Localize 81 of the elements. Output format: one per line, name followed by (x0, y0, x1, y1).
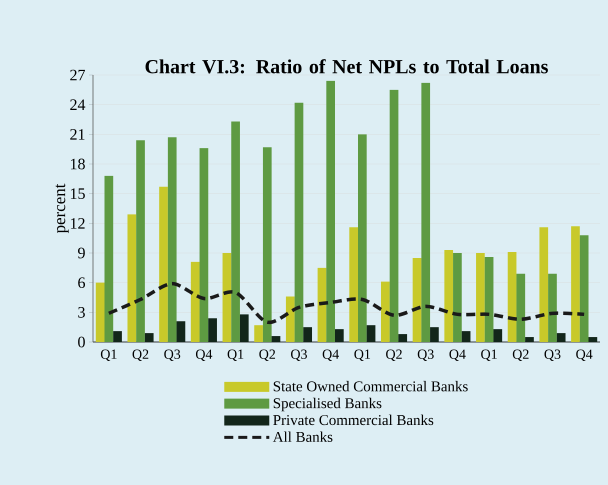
y-tick-label: 6 (78, 277, 86, 288)
x-tick-label: Q2 (132, 350, 148, 362)
bar (508, 252, 516, 342)
bar (421, 82, 430, 342)
bar (144, 333, 154, 342)
bar (318, 268, 326, 342)
bar (262, 147, 272, 342)
bar (580, 235, 589, 342)
bar (444, 250, 454, 342)
bar (358, 134, 367, 342)
bar (380, 282, 390, 342)
y-tick-label: 0 (78, 336, 85, 348)
bar (208, 318, 217, 342)
x-tick-label: Q1 (481, 350, 497, 362)
y-tick-label: 21 (70, 129, 85, 140)
bar (430, 327, 439, 342)
bar (493, 329, 502, 342)
x-tick-label: Q1 (354, 350, 370, 362)
bar (366, 325, 376, 342)
bar (556, 333, 566, 342)
bar (113, 331, 122, 342)
y-tick-label: 3 (78, 306, 85, 318)
bar (525, 337, 534, 342)
bar (412, 258, 422, 342)
x-tick-label: Q1 (100, 350, 117, 362)
x-tick-label: Q2 (259, 350, 276, 362)
y-tick-label: 9 (78, 248, 85, 258)
legend-label: Private Commercial Banks (273, 414, 434, 426)
x-tick-label: Q1 (228, 350, 244, 362)
bar (222, 253, 232, 342)
bar (272, 336, 280, 342)
legend-label: State Owned Commercial Banks (274, 380, 468, 392)
y-tick-label: 24 (70, 99, 86, 110)
bar (462, 331, 470, 342)
bar (136, 140, 145, 342)
y-tick-label: 15 (70, 188, 85, 200)
line-series (107, 282, 586, 324)
bar (484, 256, 494, 342)
y-tick-label: 18 (70, 158, 85, 170)
bar (286, 296, 295, 342)
legend-label: Specialised Banks (274, 398, 382, 412)
bar (96, 282, 104, 342)
x-tick-label: Q3 (291, 350, 307, 362)
chart-title: Chart VI.3: Ratio of Net NPLs to Total Loans (146, 59, 548, 74)
bar (104, 176, 114, 342)
x-tick-label: Q4 (322, 350, 339, 362)
y-tick-label: 27 (70, 70, 86, 80)
x-tick-label: Q4 (576, 350, 592, 362)
x-tick-label: Q4 (196, 350, 212, 362)
bar (240, 314, 249, 342)
bar (303, 327, 312, 342)
bar (548, 274, 557, 342)
bar (176, 321, 186, 342)
bar (476, 253, 485, 342)
y-axis-title: percent (56, 184, 69, 234)
bar (588, 337, 598, 342)
bar (231, 121, 240, 342)
x-tick-label: Q3 (544, 350, 560, 362)
y-tick-label: 12 (70, 218, 85, 229)
bar (571, 226, 580, 342)
bar (390, 90, 398, 342)
bar (127, 214, 136, 342)
bar (190, 262, 200, 342)
bar (326, 80, 336, 342)
bar (254, 325, 263, 342)
bar (453, 253, 462, 342)
x-tick-label: Q2 (386, 350, 402, 362)
x-tick-label: Q3 (164, 350, 180, 362)
bar (335, 329, 344, 342)
x-tick-label: Q4 (449, 350, 466, 362)
bar (349, 227, 358, 342)
x-tick-label: Q2 (512, 350, 529, 362)
bar (159, 186, 168, 342)
legend-label: All Banks (272, 431, 332, 442)
bar (168, 137, 177, 342)
bar (294, 102, 304, 342)
bar (539, 227, 548, 342)
x-tick-label: Q3 (418, 350, 434, 362)
bar (200, 148, 208, 342)
bar (398, 334, 408, 342)
bar (516, 274, 526, 342)
